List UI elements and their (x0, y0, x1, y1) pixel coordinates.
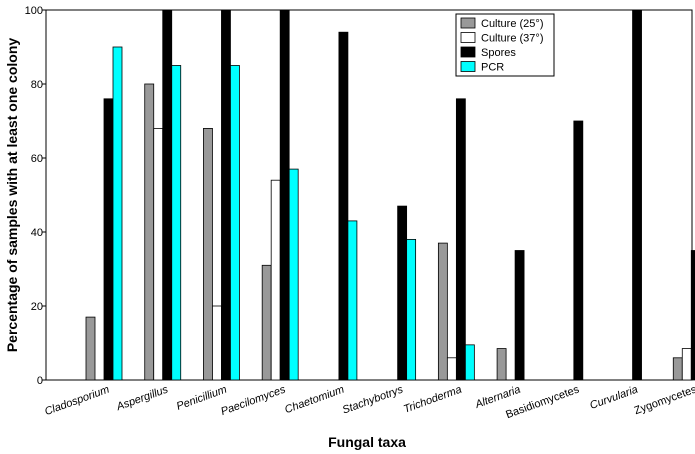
y-tick-label: 80 (31, 79, 43, 91)
x-tick-label: Cladosporium (43, 384, 111, 418)
legend-swatch (460, 17, 476, 29)
x-tick-label: Stachybotrys (341, 383, 405, 416)
bar (270, 179, 281, 381)
x-tick-label: Curvularia (588, 384, 639, 412)
x-tick-label: Trichoderma (402, 384, 463, 416)
bar (690, 250, 695, 381)
bar (496, 348, 507, 381)
x-axis: Cladosporium Aspergillus PenicilliumPaecil… (43, 383, 695, 421)
bar (464, 344, 475, 381)
bar (171, 65, 182, 381)
bar (437, 242, 448, 381)
bar (203, 127, 213, 381)
y-tick-label: 60 (31, 153, 43, 165)
bar (514, 250, 525, 381)
x-tick-label: Chaetomium (283, 384, 346, 417)
legend-swatch (460, 32, 476, 43)
bar (455, 98, 466, 381)
y-tick-label: 0 (37, 375, 43, 387)
bar (632, 9, 642, 381)
bar (221, 9, 231, 381)
bar (279, 9, 290, 381)
y-tick-label: 100 (25, 5, 43, 17)
bar (103, 98, 114, 381)
bar (261, 264, 272, 381)
x-axis-label: Fungal taxa (328, 434, 406, 450)
bar (347, 220, 358, 381)
bar (85, 316, 96, 381)
plot-frame (45, 9, 693, 381)
legend-entry: Culture (25°) (481, 18, 543, 30)
bar (338, 31, 349, 381)
legend-entry: PCR (481, 62, 504, 74)
bar (681, 348, 692, 381)
bar (162, 9, 173, 381)
legend-entry: Spores (481, 47, 516, 59)
legend-swatch (460, 61, 476, 72)
bar (406, 238, 417, 381)
legend-swatch (460, 46, 476, 58)
bar (288, 168, 299, 381)
bar (446, 357, 457, 381)
y-axis-label: Percentage of samples with at least one … (4, 38, 20, 353)
plot-area (45, 9, 695, 381)
bar (112, 46, 123, 381)
bar (144, 83, 155, 381)
x-tick-label: Paecilomyces (219, 383, 287, 418)
bar (230, 65, 240, 381)
legend: Culture (25°) Culture (37°) Spores PCR (455, 13, 555, 77)
y-axis: 0 20 40 60 80 100 (25, 5, 46, 387)
legend-entry: Culture (37°) (481, 33, 543, 45)
bar (573, 120, 584, 381)
y-tick-label: 20 (31, 301, 43, 313)
bar (397, 205, 408, 381)
bar (153, 127, 164, 381)
x-tick-label: Aspergillus (114, 383, 170, 413)
x-tick-label: Zygomycetes (633, 383, 695, 417)
bar (672, 357, 683, 381)
bar (212, 305, 222, 381)
y-tick-label: 40 (31, 227, 43, 239)
